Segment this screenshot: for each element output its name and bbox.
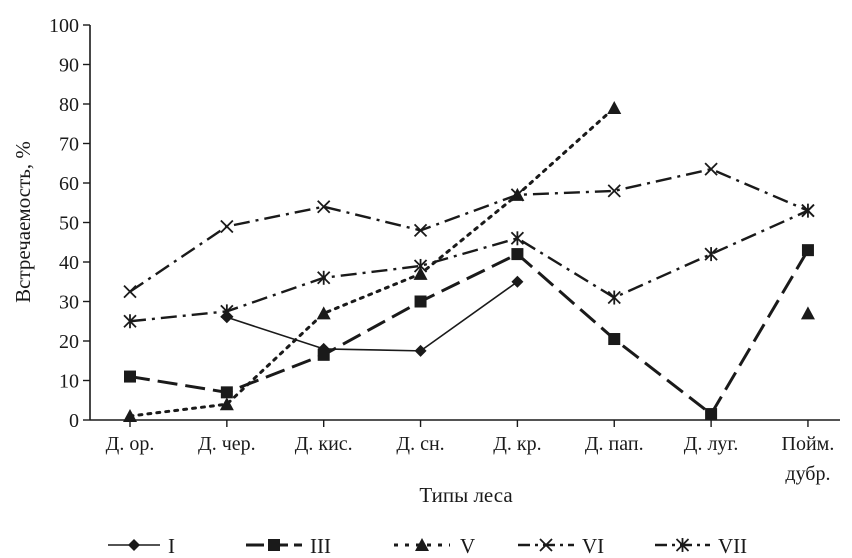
data-point-V [316,306,331,320]
data-point-VI [607,184,621,198]
data-point-V [219,397,234,411]
x-tick-label: Д. чер. [198,433,256,455]
data-point-III [124,370,136,383]
x-tick-label: Д. пап. [585,433,644,455]
series-line-V [128,106,616,418]
legend-item-VII: VII [655,534,747,558]
data-point-VI [220,219,234,234]
data-point-VI [413,223,428,238]
data-point-VI [123,284,137,299]
data-point-VII [510,231,525,246]
data-point-VI [317,200,331,214]
legend-item-III: III [246,534,331,558]
series-line-VII [129,209,809,323]
y-tick-label: 60 [59,173,79,195]
y-tick-label: 70 [59,134,79,156]
data-point-VII [317,270,331,285]
data-point-III [317,348,330,361]
y-tick-label: 50 [59,213,79,235]
data-point-V [413,266,428,280]
series-I [220,275,524,357]
x-tick-label: Д. сн. [396,433,444,455]
x-tick-label: Д. кр. [493,433,541,455]
x-tick-label: Д. кис. [295,433,353,455]
series-line-III [129,249,810,416]
legend-label-VII: VII [718,534,747,558]
legend-marker-V [415,538,429,551]
data-point-III [220,386,233,399]
data-point-V [800,306,815,320]
data-point-III [801,244,814,257]
series-line-VI [129,167,809,293]
legend-marker-VII [675,538,690,552]
data-point-VII [123,314,137,329]
series-V [123,100,815,423]
y-tick-label: 100 [49,15,79,37]
legend-label-I: I [168,534,175,558]
legend-label-V: V [460,534,475,558]
legend-marker-VI [539,538,553,552]
y-tick-label: 10 [59,371,79,393]
data-point-III [414,295,427,308]
legend-item-V: V [394,534,475,558]
data-point-VII [413,258,428,273]
y-tick-label: 0 [69,410,79,432]
data-point-III [511,248,524,261]
series-VII [123,203,815,329]
data-point-III [608,333,621,346]
series-line-I [226,281,518,352]
y-tick-label: 40 [59,252,79,274]
legend-item-I: I [108,534,175,558]
series-layer [123,100,815,423]
y-tick-label: 90 [59,55,79,77]
y-tick-label: 30 [59,292,79,314]
legend-item-VI: VI [518,534,604,558]
data-point-VII [704,247,718,262]
axes: 0 10 20 30 40 50 60 70 80 90 100 Д. ор. Д. чер. Д. ки… [49,15,840,485]
data-point-VI [704,162,718,176]
x-tick-label: дубр. [785,463,830,485]
data-point-III [705,408,718,421]
y-tick-label: 20 [59,331,79,353]
data-point-VII [220,304,234,319]
y-axis-title: Встречаемость, % [11,141,35,303]
x-tick-label: Пойм. [782,433,835,455]
x-tick-label: Д. ор. [106,433,155,455]
series-III [124,244,814,421]
x-tick-label: Д. луг. [684,433,739,455]
legend-marker-I [128,539,140,551]
data-point-VI [510,188,525,202]
data-point-V [123,409,137,423]
y-tick-label: 80 [59,94,79,116]
data-point-VII [801,203,815,218]
legend: I III V VI VII [108,534,747,558]
x-axis-title: Типы леса [419,483,513,507]
legend-label-III: III [310,534,331,558]
legend-label-VI: VI [582,534,604,558]
data-point-VII [607,290,621,305]
legend-marker-III [268,539,280,551]
data-point-I [414,344,427,357]
data-point-V [607,100,622,114]
data-point-I [511,275,524,288]
